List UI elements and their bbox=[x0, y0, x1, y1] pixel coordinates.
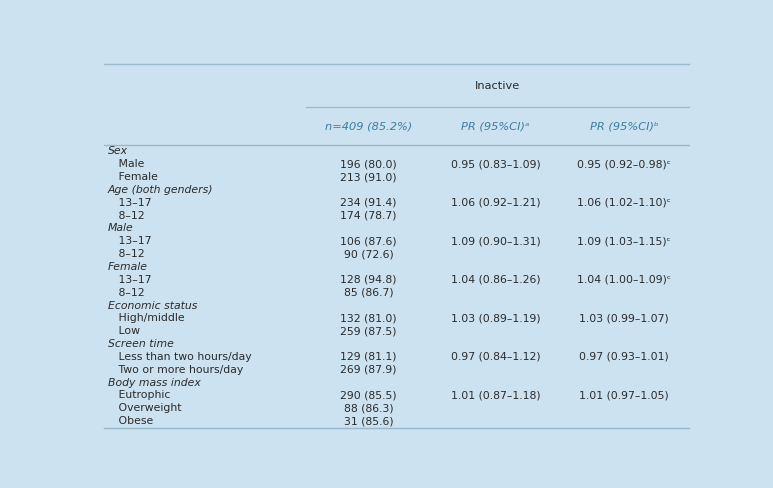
Text: Male: Male bbox=[108, 224, 134, 233]
Text: 132 (81.0): 132 (81.0) bbox=[340, 313, 397, 324]
Text: 1.06 (0.92–1.21): 1.06 (0.92–1.21) bbox=[451, 198, 540, 208]
Text: Overweight: Overweight bbox=[108, 403, 182, 413]
Text: 0.97 (0.84–1.12): 0.97 (0.84–1.12) bbox=[451, 352, 540, 362]
Text: 1.09 (0.90–1.31): 1.09 (0.90–1.31) bbox=[451, 236, 540, 246]
Text: Obese: Obese bbox=[108, 416, 153, 426]
Text: Low: Low bbox=[108, 326, 140, 336]
Text: 13–17: 13–17 bbox=[108, 275, 152, 285]
Text: 1.06 (1.02–1.10)ᶜ: 1.06 (1.02–1.10)ᶜ bbox=[577, 198, 671, 208]
Text: 213 (91.0): 213 (91.0) bbox=[340, 172, 397, 182]
Text: Female: Female bbox=[108, 172, 158, 182]
Text: 1.04 (1.00–1.09)ᶜ: 1.04 (1.00–1.09)ᶜ bbox=[577, 275, 671, 285]
Text: 1.01 (0.87–1.18): 1.01 (0.87–1.18) bbox=[451, 390, 540, 401]
Text: 8–12: 8–12 bbox=[108, 249, 145, 259]
Text: 290 (85.5): 290 (85.5) bbox=[340, 390, 397, 401]
Text: 8–12: 8–12 bbox=[108, 211, 145, 221]
Text: 174 (78.7): 174 (78.7) bbox=[340, 211, 397, 221]
Text: 0.95 (0.83–1.09): 0.95 (0.83–1.09) bbox=[451, 159, 540, 169]
Text: 129 (81.1): 129 (81.1) bbox=[340, 352, 397, 362]
Text: Male: Male bbox=[108, 159, 145, 169]
Text: 259 (87.5): 259 (87.5) bbox=[340, 326, 397, 336]
Text: 1.03 (0.89–1.19): 1.03 (0.89–1.19) bbox=[451, 313, 540, 324]
Text: 0.97 (0.93–1.01): 0.97 (0.93–1.01) bbox=[579, 352, 669, 362]
Text: Economic status: Economic status bbox=[108, 301, 197, 310]
Text: 1.03 (0.99–1.07): 1.03 (0.99–1.07) bbox=[579, 313, 669, 324]
Text: Screen time: Screen time bbox=[108, 339, 174, 349]
Text: 106 (87.6): 106 (87.6) bbox=[340, 236, 397, 246]
Text: Female: Female bbox=[108, 262, 148, 272]
Text: 234 (91.4): 234 (91.4) bbox=[340, 198, 397, 208]
Text: 85 (86.7): 85 (86.7) bbox=[343, 288, 393, 298]
Text: Eutrophic: Eutrophic bbox=[108, 390, 170, 401]
Text: PR (95%CI)ᵇ: PR (95%CI)ᵇ bbox=[590, 121, 659, 131]
Text: 0.95 (0.92–0.98)ᶜ: 0.95 (0.92–0.98)ᶜ bbox=[577, 159, 671, 169]
Text: PR (95%CI)ᵃ: PR (95%CI)ᵃ bbox=[461, 121, 530, 131]
Text: Body mass index: Body mass index bbox=[108, 378, 201, 387]
Text: 1.09 (1.03–1.15)ᶜ: 1.09 (1.03–1.15)ᶜ bbox=[577, 236, 671, 246]
Text: High/middle: High/middle bbox=[108, 313, 185, 324]
Text: Age (both genders): Age (both genders) bbox=[108, 185, 213, 195]
Text: 8–12: 8–12 bbox=[108, 288, 145, 298]
Text: n=409 (85.2%): n=409 (85.2%) bbox=[325, 121, 412, 131]
Text: Inactive: Inactive bbox=[475, 81, 519, 91]
Text: Less than two hours/day: Less than two hours/day bbox=[108, 352, 252, 362]
Text: Two or more hours/day: Two or more hours/day bbox=[108, 365, 243, 375]
Text: 13–17: 13–17 bbox=[108, 198, 152, 208]
Text: 1.04 (0.86–1.26): 1.04 (0.86–1.26) bbox=[451, 275, 540, 285]
Text: 1.01 (0.97–1.05): 1.01 (0.97–1.05) bbox=[579, 390, 669, 401]
Text: 128 (94.8): 128 (94.8) bbox=[340, 275, 397, 285]
Text: 88 (86.3): 88 (86.3) bbox=[343, 403, 393, 413]
Text: 269 (87.9): 269 (87.9) bbox=[340, 365, 397, 375]
Text: Sex: Sex bbox=[108, 146, 128, 157]
Text: 13–17: 13–17 bbox=[108, 236, 152, 246]
Text: 196 (80.0): 196 (80.0) bbox=[340, 159, 397, 169]
Text: 90 (72.6): 90 (72.6) bbox=[343, 249, 393, 259]
Text: 31 (85.6): 31 (85.6) bbox=[343, 416, 393, 426]
